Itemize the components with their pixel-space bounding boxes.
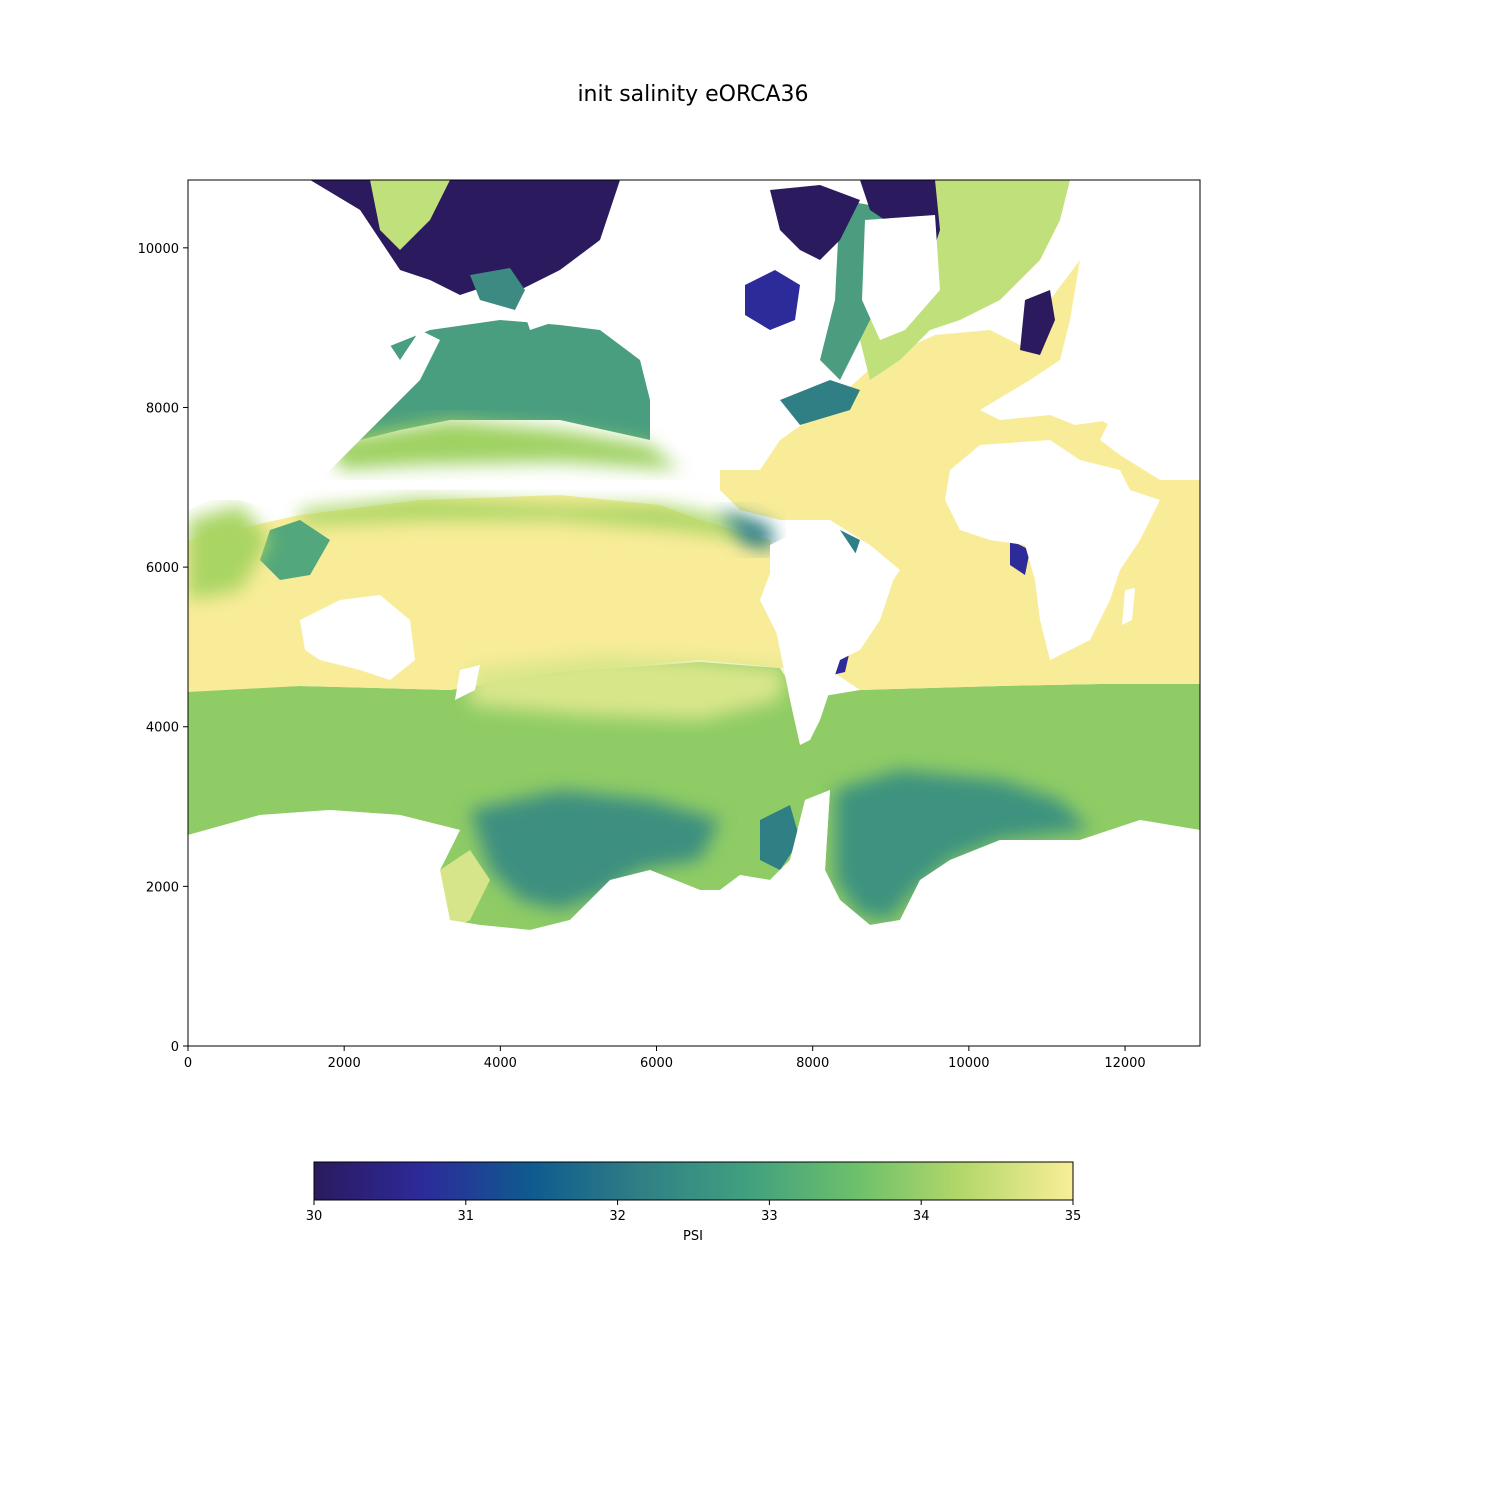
east-pacific-fresh (720, 510, 775, 550)
y-tick-label: 2000 (146, 880, 179, 895)
colorbar-tick-label: 34 (913, 1209, 930, 1224)
colorbar (313, 1161, 1074, 1201)
y-tick-label: 6000 (146, 561, 179, 576)
y-tick-label: 8000 (146, 401, 179, 416)
weddell-patch (835, 770, 1090, 920)
x-tick-label: 4000 (484, 1056, 517, 1071)
x-tick-label: 8000 (796, 1056, 829, 1071)
x-tick-label: 0 (184, 1056, 192, 1071)
indian-ocean-west (188, 505, 270, 600)
north-pacific-band (330, 420, 680, 470)
land-eurasia (980, 180, 1200, 480)
hudson-bay (745, 270, 800, 330)
colorbar-label: PSI (683, 1229, 703, 1244)
indonesian-seas (260, 520, 330, 580)
x-tick-label: 6000 (640, 1056, 673, 1071)
land-new-zealand (455, 665, 480, 700)
y-tick-label: 10000 (138, 242, 179, 257)
y-axis: 0 2000 4000 6000 8000 10000 (138, 242, 188, 1055)
us-coastal-fresh (780, 380, 860, 425)
x-tick-label: 2000 (328, 1056, 361, 1071)
ross-patch (470, 790, 720, 910)
colorbar-tick-label: 33 (761, 1209, 778, 1224)
south-pacific-gradient (470, 655, 785, 720)
land-north-america (520, 180, 800, 470)
land-antarctica (188, 790, 1200, 1046)
y-tick-label: 4000 (146, 721, 179, 736)
land-south-america (770, 530, 895, 745)
gulf-guinea-fresh (1010, 540, 1030, 575)
chukchi-sea (470, 268, 525, 310)
colorbar-axis: 30 31 32 33 34 35 (306, 1200, 1082, 1224)
canadian-archipelago (770, 185, 860, 260)
land-africa (945, 440, 1160, 660)
y-tick-label: 0 (171, 1040, 179, 1055)
salinity-field (188, 180, 1200, 1046)
colorbar-tick-label: 30 (306, 1209, 323, 1224)
plot-frame (187, 179, 1201, 1047)
x-tick-label: 10000 (948, 1056, 989, 1071)
plot-area (188, 180, 1200, 1046)
x-axis: 0 2000 4000 6000 8000 10000 12000 (184, 1046, 1146, 1071)
itcz-band (300, 498, 760, 540)
land-australia (300, 595, 415, 680)
ross-ice-yellow (440, 850, 490, 930)
southern-ocean-band (188, 662, 1200, 930)
colorbar-tick-label: 35 (1065, 1209, 1082, 1224)
land-greenland (862, 215, 940, 340)
east-siberian-gradient (370, 180, 450, 250)
land-madagascar (1122, 588, 1135, 625)
chart-title: init salinity eORCA36 (577, 82, 808, 107)
patagonia-shelf (760, 805, 800, 870)
baltic-sea (1020, 290, 1055, 355)
land (188, 180, 1200, 1046)
x-tick-label: 12000 (1104, 1056, 1145, 1071)
land-asia-west (188, 180, 440, 510)
colorbar-tick-label: 31 (458, 1209, 475, 1224)
colorbar-tick-label: 32 (609, 1209, 626, 1224)
